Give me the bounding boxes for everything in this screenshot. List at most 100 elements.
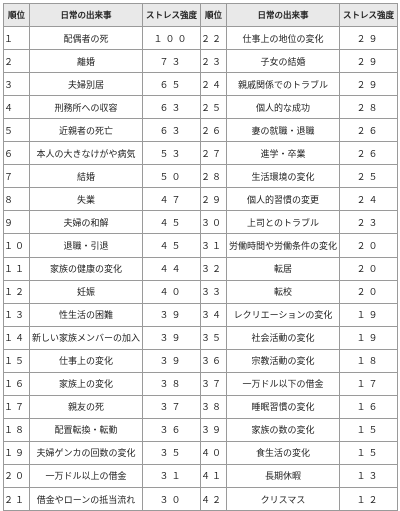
rank-cell-left: ６ xyxy=(3,141,30,166)
score-cell-right: １５ xyxy=(339,440,398,465)
event-cell-right: 社会活動の変化 xyxy=(226,325,340,350)
score-cell-right: １９ xyxy=(339,302,398,327)
score-cell-right: １２ xyxy=(339,486,398,511)
table-row: ２１ 借金やローンの抵当流れ ３０ ４２ クリスマス １２ xyxy=(3,486,398,511)
score-cell-right: ２９ xyxy=(339,49,398,74)
score-cell-left: ５３ xyxy=(142,141,201,166)
table-row: １１ 家族の健康の変化 ４４ ３２ 転居 ２０ xyxy=(3,256,398,281)
event-cell-right: 子女の結婚 xyxy=(226,49,340,74)
header-rank-right: 順位 xyxy=(200,2,227,28)
score-cell-right: ２４ xyxy=(339,187,398,212)
event-cell-left: 近親者の死亡 xyxy=(29,118,143,143)
score-cell-left: ４５ xyxy=(142,210,201,235)
stress-ranking-table-container: 順位 日常の出来事 ストレス強度 順位 日常の出来事 ストレス強度 １ 配偶者の死… xyxy=(3,2,398,511)
event-cell-left: 一万ドル以上の借金 xyxy=(29,463,143,488)
score-cell-right: ２３ xyxy=(339,210,398,235)
rank-cell-left: １０ xyxy=(3,233,30,258)
header-event-left: 日常の出来事 xyxy=(29,2,143,28)
rank-cell-right: ４２ xyxy=(200,486,227,511)
event-cell-left: 性生活の困難 xyxy=(29,302,143,327)
score-cell-right: ２０ xyxy=(339,256,398,281)
score-cell-left: ６３ xyxy=(142,95,201,120)
rank-cell-right: ４１ xyxy=(200,463,227,488)
rank-cell-right: ４０ xyxy=(200,440,227,465)
table-row: ２ 離婚 ７３ ２３ 子女の結婚 ２９ xyxy=(3,49,398,74)
table-row: ３ 夫婦別居 ６５ ２４ 親戚関係でのトラブル ２９ xyxy=(3,72,398,97)
rank-cell-left: １１ xyxy=(3,256,30,281)
table-row: １４ 新しい家族メンバーの加入 ３９ ３５ 社会活動の変化 １９ xyxy=(3,325,398,350)
score-cell-right: １８ xyxy=(339,348,398,373)
table-row: １８ 配置転換・転勤 ３６ ３９ 家族の数の変化 １５ xyxy=(3,417,398,442)
score-cell-right: ２９ xyxy=(339,72,398,97)
event-cell-left: 家族の健康の変化 xyxy=(29,256,143,281)
table-row: １７ 親友の死 ３７ ３８ 睡眠習慣の変化 １６ xyxy=(3,394,398,419)
rank-cell-left: １２ xyxy=(3,279,30,304)
event-cell-right: 転校 xyxy=(226,279,340,304)
table-row: １２ 妊娠 ４０ ３３ 転校 ２０ xyxy=(3,279,398,304)
event-cell-right: 親戚関係でのトラブル xyxy=(226,72,340,97)
event-cell-right: 一万ドル以下の借金 xyxy=(226,371,340,396)
header-rank-left: 順位 xyxy=(3,2,30,28)
event-cell-right: 長期休暇 xyxy=(226,463,340,488)
event-cell-right: 進学・卒業 xyxy=(226,141,340,166)
rank-cell-right: ３７ xyxy=(200,371,227,396)
table-row: ９ 夫婦の和解 ４５ ３０ 上司とのトラブル ２３ xyxy=(3,210,398,235)
score-cell-right: ２６ xyxy=(339,118,398,143)
rank-cell-left: ２ xyxy=(3,49,30,74)
score-cell-left: ６５ xyxy=(142,72,201,97)
rank-cell-left: ８ xyxy=(3,187,30,212)
event-cell-right: 食生活の変化 xyxy=(226,440,340,465)
score-cell-right: ２０ xyxy=(339,279,398,304)
event-cell-left: 配置転換・転勤 xyxy=(29,417,143,442)
rank-cell-right: ３６ xyxy=(200,348,227,373)
rank-cell-right: ３３ xyxy=(200,279,227,304)
event-cell-left: 夫婦の和解 xyxy=(29,210,143,235)
score-cell-left: ３０ xyxy=(142,486,201,511)
event-cell-right: 宗教活動の変化 xyxy=(226,348,340,373)
score-cell-left: ５０ xyxy=(142,164,201,189)
score-cell-left: ３５ xyxy=(142,440,201,465)
rank-cell-right: ３４ xyxy=(200,302,227,327)
score-cell-right: ２５ xyxy=(339,164,398,189)
table-row: １ 配偶者の死 １００ ２２ 仕事上の地位の変化 ２９ xyxy=(3,26,398,51)
score-cell-right: ２６ xyxy=(339,141,398,166)
score-cell-right: ２９ xyxy=(339,26,398,51)
rank-cell-right: ３８ xyxy=(200,394,227,419)
rank-cell-right: ２２ xyxy=(200,26,227,51)
score-cell-left: ４７ xyxy=(142,187,201,212)
rank-cell-left: ４ xyxy=(3,95,30,120)
header-score-right: ストレス強度 xyxy=(339,2,398,28)
rank-cell-left: １７ xyxy=(3,394,30,419)
rank-cell-left: ３ xyxy=(3,72,30,97)
header-score-left: ストレス強度 xyxy=(142,2,201,28)
table-row: ７ 結婚 ５０ ２８ 生活環境の変化 ２５ xyxy=(3,164,398,189)
score-cell-left: ６３ xyxy=(142,118,201,143)
table-row: ６ 本人の大きなけがや病気 ５３ ２７ 進学・卒業 ２６ xyxy=(3,141,398,166)
score-cell-left: ４０ xyxy=(142,279,201,304)
rank-cell-right: ２８ xyxy=(200,164,227,189)
score-cell-right: １５ xyxy=(339,417,398,442)
score-cell-left: ３８ xyxy=(142,371,201,396)
table-row: ２０ 一万ドル以上の借金 ３１ ４１ 長期休暇 １３ xyxy=(3,463,398,488)
event-cell-left: 離婚 xyxy=(29,49,143,74)
rank-cell-right: ２６ xyxy=(200,118,227,143)
rank-cell-right: ２４ xyxy=(200,72,227,97)
event-cell-right: 上司とのトラブル xyxy=(226,210,340,235)
header-row: 順位 日常の出来事 ストレス強度 順位 日常の出来事 ストレス強度 xyxy=(3,2,398,28)
table-row: ４ 刑務所への収容 ６３ ２５ 個人的な成功 ２８ xyxy=(3,95,398,120)
score-cell-right: ２０ xyxy=(339,233,398,258)
rank-cell-left: ９ xyxy=(3,210,30,235)
table-row: １６ 家族上の変化 ３８ ３７ 一万ドル以下の借金 １７ xyxy=(3,371,398,396)
event-cell-right: 妻の就職・退職 xyxy=(226,118,340,143)
rank-cell-left: １ xyxy=(3,26,30,51)
event-cell-right: 転居 xyxy=(226,256,340,281)
event-cell-left: 刑務所への収容 xyxy=(29,95,143,120)
rank-cell-right: ３１ xyxy=(200,233,227,258)
score-cell-left: ７３ xyxy=(142,49,201,74)
event-cell-left: 仕事上の変化 xyxy=(29,348,143,373)
score-cell-right: １９ xyxy=(339,325,398,350)
event-cell-left: 親友の死 xyxy=(29,394,143,419)
event-cell-left: 失業 xyxy=(29,187,143,212)
score-cell-left: ３６ xyxy=(142,417,201,442)
event-cell-right: 家族の数の変化 xyxy=(226,417,340,442)
